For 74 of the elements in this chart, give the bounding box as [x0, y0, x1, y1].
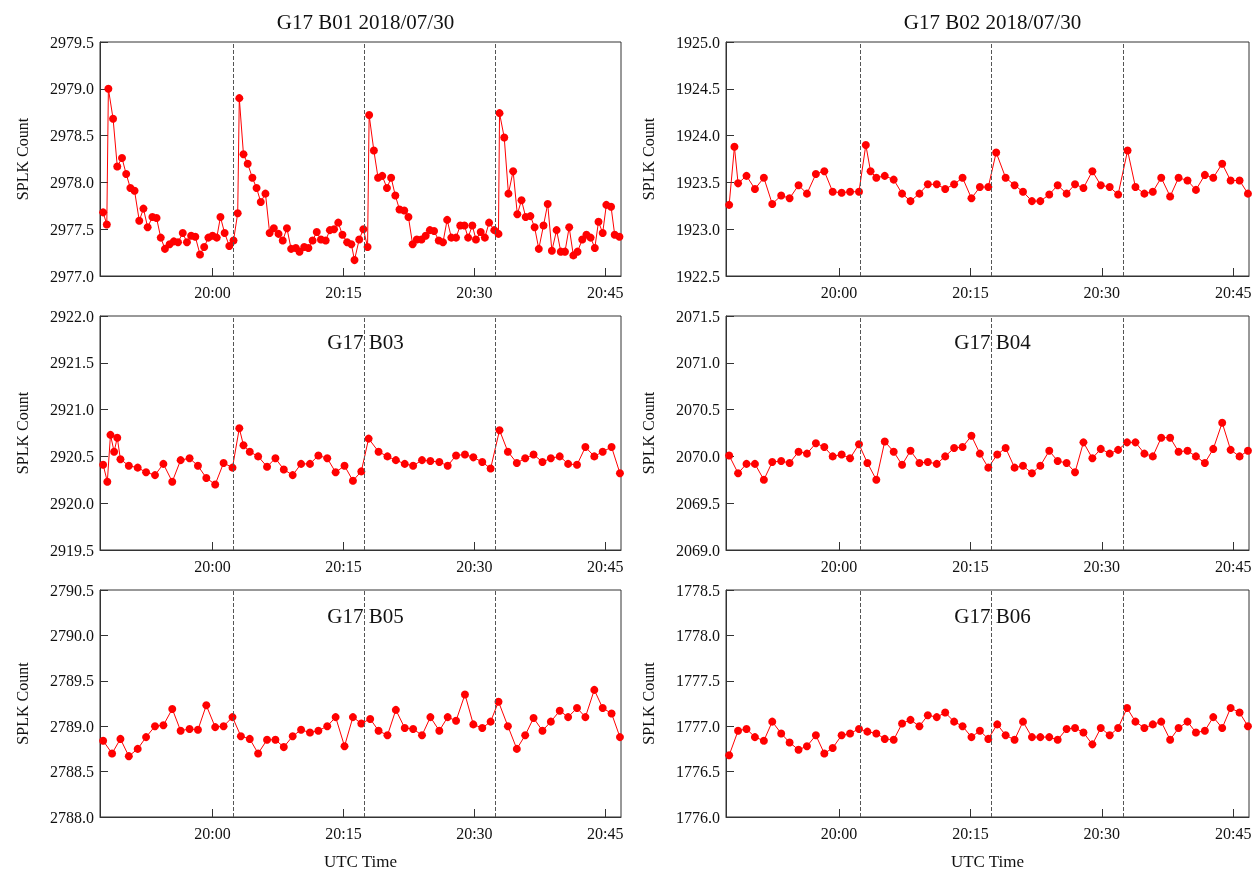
y-tick-label: 1924.5 — [676, 80, 720, 98]
x-tick-label: 20:15 — [325, 824, 362, 842]
x-tick-label: 20:30 — [456, 557, 493, 575]
x-tick-label: 20:30 — [1083, 824, 1121, 842]
x-axis-title: UTC Time — [323, 852, 398, 871]
y-tick-label: 2790.5 — [50, 581, 94, 599]
y-tick-label: 1776.0 — [676, 808, 720, 826]
x-tick-label: 20:00 — [194, 824, 231, 842]
y-tick-label: 2070.0 — [676, 447, 720, 465]
x-tick-label: 20:45 — [1215, 557, 1252, 575]
y-axis-title: SPLK Count — [639, 117, 657, 201]
y-tick-label: 2920.5 — [50, 447, 94, 465]
x-tick-label: 20:45 — [1215, 824, 1252, 842]
y-tick-label: 2922.0 — [50, 307, 94, 325]
x-tick-label: 20:00 — [820, 824, 858, 842]
y-tick-label: 2788.5 — [50, 763, 94, 781]
y-tick-label: 2788.0 — [50, 808, 94, 826]
x-tick-label: 20:15 — [952, 557, 989, 575]
y-tick-label: 2789.5 — [50, 672, 94, 690]
y-tick-label: 2070.5 — [676, 401, 720, 419]
y-tick-label: 1778.0 — [676, 626, 720, 644]
text: G17 B03 — [327, 329, 404, 354]
x-tick-label: 20:00 — [820, 557, 858, 575]
y-tick-label: 1776.5 — [676, 763, 720, 781]
y-tick-label: 2979.0 — [50, 80, 94, 98]
x-tick-label: 20:15 — [952, 824, 989, 842]
text: G17 B06 — [954, 603, 1031, 628]
y-tick-label: 2789.0 — [50, 717, 94, 735]
y-axis-title: SPLK Count — [639, 391, 657, 475]
x-tick-label: 20:45 — [587, 283, 624, 301]
y-tick-label: 2978.5 — [50, 127, 94, 145]
y-tick-label: 2977.5 — [50, 220, 94, 238]
y-tick-label: 1923.0 — [676, 220, 720, 238]
y-axis-title: SPLK Count — [13, 117, 31, 201]
x-tick-label: 20:30 — [456, 283, 493, 301]
y-axis-title: SPLK Count — [13, 661, 31, 745]
y-tick-label: 1924.0 — [676, 127, 720, 145]
y-axis-title: SPLK Count — [13, 391, 31, 475]
y-tick-label: 1922.5 — [676, 267, 720, 285]
x-axis-title: UTC Time — [950, 852, 1025, 871]
x-tick-label: 20:15 — [325, 283, 362, 301]
x-tick-label: 20:30 — [1083, 283, 1121, 301]
x-tick-label: 20:45 — [1215, 283, 1252, 301]
y-tick-label: 1923.5 — [676, 173, 720, 191]
x-tick-label: 20:00 — [194, 557, 231, 575]
x-tick-label: 20:30 — [1083, 557, 1121, 575]
text: G17 B05 — [327, 603, 404, 628]
y-tick-label: 1777.5 — [676, 672, 720, 690]
y-tick-label: 2978.0 — [50, 173, 94, 191]
x-tick-label: 20:45 — [587, 824, 624, 842]
y-tick-label: 1925.0 — [676, 33, 720, 51]
y-tick-label: 2071.0 — [676, 354, 720, 372]
chart-title: G17 B01 2018/07/30 — [276, 9, 455, 34]
y-tick-label: 2919.5 — [50, 541, 94, 559]
y-tick-label: 2071.5 — [676, 307, 720, 325]
x-tick-label: 20:00 — [194, 283, 231, 301]
y-tick-label: 2920.0 — [50, 494, 94, 512]
y-tick-label: 2977.0 — [50, 267, 94, 285]
x-tick-label: 20:15 — [325, 557, 362, 575]
chart-title: G17 B02 2018/07/30 — [903, 9, 1082, 34]
y-tick-label: 2979.5 — [50, 33, 94, 51]
y-tick-label: 2921.5 — [50, 354, 94, 372]
y-axis-title: SPLK Count — [639, 661, 657, 745]
y-tick-label: 2790.0 — [50, 626, 94, 644]
x-tick-label: 20:00 — [820, 283, 858, 301]
y-tick-label: 2069.5 — [676, 494, 720, 512]
x-tick-label: 20:15 — [952, 283, 989, 301]
y-tick-label: 1777.0 — [676, 717, 720, 735]
x-tick-label: 20:30 — [456, 824, 493, 842]
text: G17 B04 — [954, 329, 1032, 354]
x-tick-label: 20:45 — [587, 557, 624, 575]
y-tick-label: 1778.5 — [676, 581, 720, 599]
y-tick-label: 2921.0 — [50, 401, 94, 419]
y-tick-label: 2069.0 — [676, 541, 720, 559]
